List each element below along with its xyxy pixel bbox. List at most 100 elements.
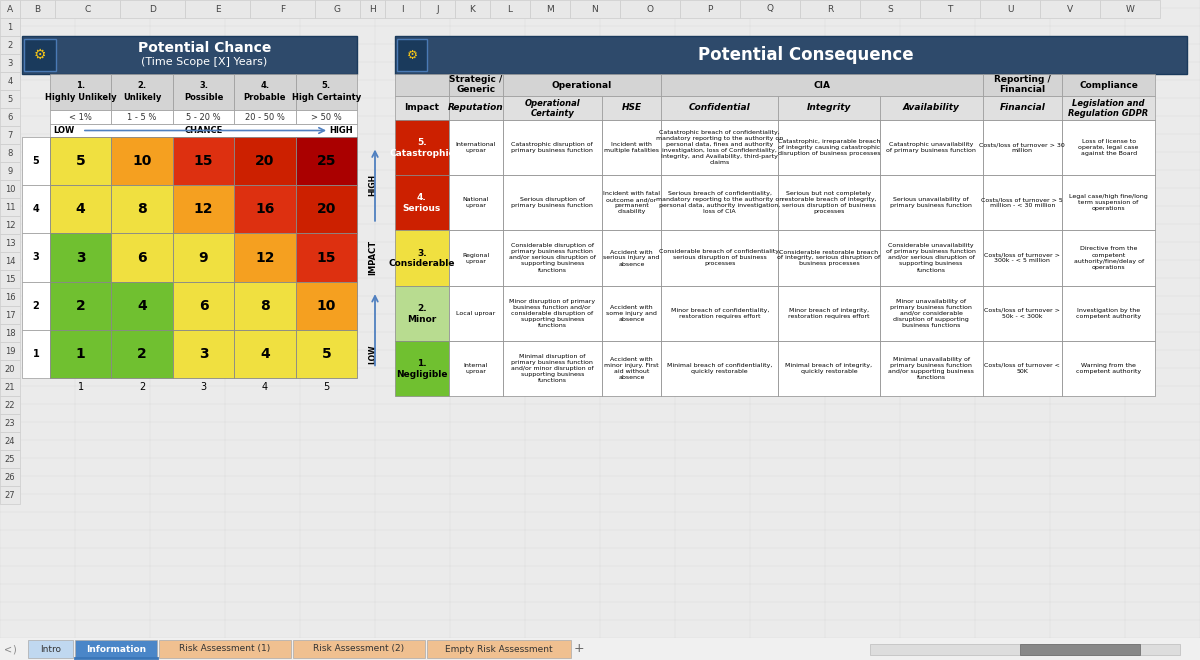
Text: 5: 5 (7, 94, 13, 104)
Text: Costs/loss of turnover <
50K: Costs/loss of turnover < 50K (984, 363, 1061, 374)
Text: Integrity: Integrity (806, 104, 851, 112)
Text: W: W (1126, 5, 1134, 13)
Text: 11: 11 (5, 203, 16, 211)
Bar (0, 306, 20, 324)
Text: 2.: 2. (138, 81, 146, 90)
Text: Serious: Serious (403, 205, 442, 213)
Bar (24, 39, 56, 71)
Text: 1: 1 (78, 382, 84, 392)
Text: ): ) (12, 644, 16, 654)
Bar (234, 234, 295, 282)
Bar (1062, 341, 1156, 396)
Text: CIA: CIA (814, 81, 830, 90)
Text: 15: 15 (317, 251, 336, 265)
Text: < 1%: < 1% (70, 112, 92, 121)
Text: 5: 5 (323, 382, 330, 392)
Text: K: K (469, 5, 475, 13)
Text: 8: 8 (137, 203, 146, 216)
Bar (983, 120, 1062, 175)
Text: 1: 1 (7, 22, 13, 32)
Text: Confidential: Confidential (689, 104, 750, 112)
Text: L: L (508, 5, 512, 13)
Text: Operational: Operational (524, 98, 580, 108)
Text: 8: 8 (260, 299, 270, 313)
Bar (870, 644, 1180, 655)
Text: Empty Risk Assessment: Empty Risk Assessment (445, 645, 553, 653)
Text: 9: 9 (7, 166, 13, 176)
Bar (455, 0, 490, 18)
Text: Serious breach of confidentiality,
mandatory reporting to the authority on
perso: Serious breach of confidentiality, manda… (656, 191, 784, 214)
Text: 3: 3 (200, 382, 206, 392)
Bar (680, 0, 740, 18)
Bar (1062, 175, 1156, 230)
Bar (55, 0, 120, 18)
Text: 4: 4 (262, 382, 268, 392)
Text: Risk Assessment (2): Risk Assessment (2) (313, 645, 404, 653)
Bar (503, 286, 601, 341)
Bar (983, 74, 1062, 96)
Bar (661, 96, 779, 120)
Text: A: A (7, 5, 13, 13)
Bar (1062, 120, 1156, 175)
Text: Highly Unlikely: Highly Unlikely (44, 94, 116, 102)
Text: 2: 2 (32, 301, 40, 311)
Text: Legal case/high fine/long
term suspension of
operations: Legal case/high fine/long term suspensio… (1069, 194, 1148, 211)
Bar (880, 286, 983, 341)
Text: Strategic /: Strategic / (449, 75, 503, 84)
Text: 3.: 3. (418, 249, 427, 257)
Text: Information: Information (86, 645, 146, 653)
Text: +: + (574, 642, 584, 655)
Text: 10: 10 (317, 299, 336, 313)
Text: 2: 2 (7, 40, 13, 50)
Text: 3: 3 (7, 59, 13, 67)
Bar (1020, 644, 1140, 655)
Text: Reputation: Reputation (448, 104, 504, 112)
Text: Costs/loss of turnover > 30
million: Costs/loss of turnover > 30 million (979, 142, 1066, 153)
Text: Incident with
multiple fatalities: Incident with multiple fatalities (604, 142, 659, 153)
Bar (295, 110, 358, 124)
Bar (250, 0, 314, 18)
Bar (22, 234, 50, 282)
Bar (22, 185, 50, 234)
Text: 20: 20 (256, 154, 275, 168)
Bar (112, 137, 173, 185)
Text: P: P (707, 5, 713, 13)
Bar (0, 180, 20, 198)
Text: Unlikely: Unlikely (122, 94, 161, 102)
Text: > 50 %: > 50 % (311, 112, 342, 121)
Text: U: U (1007, 5, 1013, 13)
Text: 2.: 2. (418, 304, 427, 313)
Bar (234, 137, 295, 185)
Text: 1: 1 (32, 349, 40, 359)
Text: Minor breach of integrity,
restoration requires effort: Minor breach of integrity, restoration r… (788, 308, 870, 319)
Bar (50, 185, 112, 234)
Text: Internal
uproar: Internal uproar (463, 363, 488, 374)
Text: 1 - 5 %: 1 - 5 % (127, 112, 157, 121)
Text: R: R (827, 5, 833, 13)
Bar (1100, 0, 1160, 18)
Bar (234, 185, 295, 234)
Bar (601, 120, 661, 175)
Text: 12: 12 (193, 203, 214, 216)
Bar (420, 0, 455, 18)
Text: Availability: Availability (902, 104, 960, 112)
Bar (1062, 286, 1156, 341)
Text: C: C (84, 5, 91, 13)
Bar (779, 120, 880, 175)
Text: 3: 3 (32, 253, 40, 263)
Bar (0, 36, 20, 54)
Bar (920, 0, 980, 18)
Text: Minimal breach of integrity,
quickly restorable: Minimal breach of integrity, quickly res… (786, 363, 872, 374)
Text: 1: 1 (76, 347, 85, 361)
Text: Legislation and: Legislation and (1073, 98, 1145, 108)
Text: Operational: Operational (552, 81, 612, 90)
Bar (314, 0, 360, 18)
Text: Minor: Minor (407, 315, 437, 323)
Bar (779, 96, 880, 120)
Text: 16: 16 (5, 292, 16, 302)
Text: Investigation by the
competent authority: Investigation by the competent authority (1076, 308, 1141, 319)
Text: <: < (4, 644, 12, 654)
Text: 3: 3 (199, 347, 209, 361)
Bar (22, 137, 50, 185)
Bar (1062, 96, 1156, 120)
